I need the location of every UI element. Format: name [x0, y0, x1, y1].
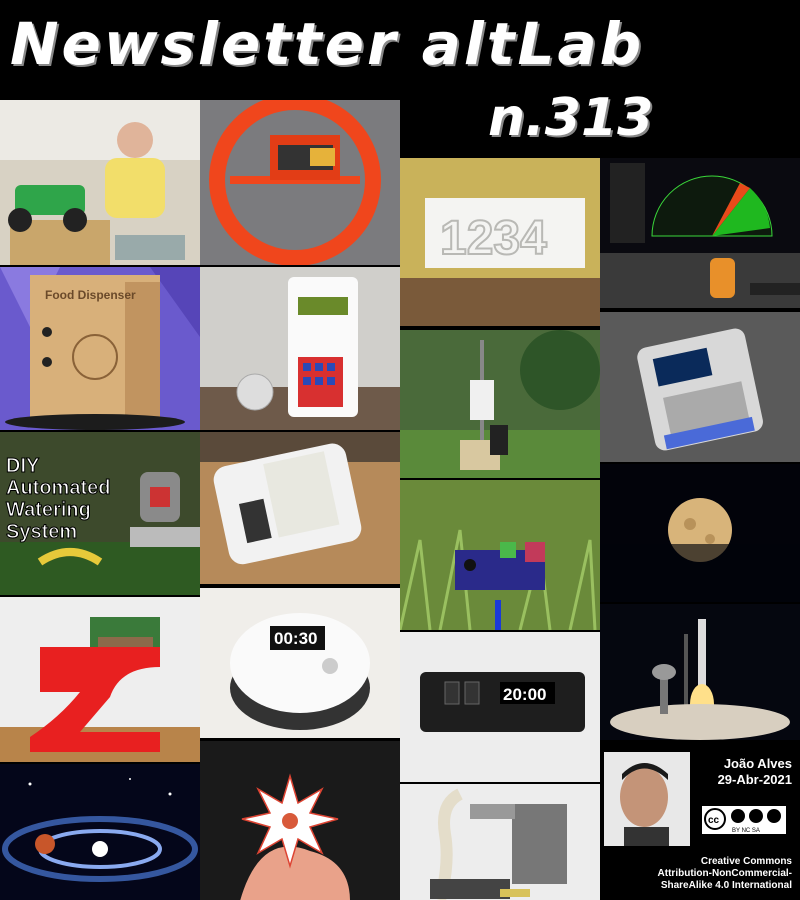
photo-black-timer-box: 20:00 [400, 632, 600, 782]
photo-food-dispenser: Food Dispenser [0, 267, 200, 430]
photo-red-planter [0, 597, 200, 762]
author-avatar [604, 752, 690, 846]
license-text: Creative Commons Attribution-NonCommerci… [604, 856, 792, 892]
photo-circuit-board-grass [400, 480, 600, 630]
photo-moon [600, 464, 800, 602]
by-icon [731, 809, 745, 823]
photo-eink-handheld [200, 432, 400, 584]
photo-orange-wheel [200, 100, 400, 265]
timer-display: 00:30 [274, 629, 317, 648]
nc-icon [749, 809, 763, 823]
photo-rc-car-man [0, 100, 200, 265]
photo-galaxy [0, 764, 200, 900]
photo-robot-arm [400, 784, 600, 900]
photo-watering-system: DIY Automated Watering System [0, 432, 200, 595]
photo-paper-star [200, 741, 400, 900]
newsletter-title: Newsletter altLab [10, 10, 645, 78]
photo-keyboard-device [600, 312, 800, 462]
photo-round-timer: 00:30 [200, 588, 400, 738]
segment-clock-digits: 1234 [440, 212, 547, 265]
issue-number: n.313 [488, 88, 654, 148]
food-dispenser-label: Food Dispenser [45, 288, 136, 302]
author-name: João Alves [723, 756, 792, 771]
photo-weather-station [400, 330, 600, 478]
issue-date: 29-Abr-2021 [717, 772, 792, 787]
photo-keypad-lock [200, 267, 400, 430]
watering-title-line4: System [6, 521, 77, 543]
license-line3: ShareAlike 4.0 International [660, 880, 792, 891]
watering-title-line1: DIY [6, 455, 40, 477]
author-block: João Alves 29-Abr-2021 [700, 756, 792, 788]
photo-seven-segment-clock: 1234 [400, 158, 600, 326]
license-line2: Attribution-NonCommercial- [657, 868, 792, 879]
cc-license-badge[interactable]: cc BY NC SA [700, 804, 788, 836]
license-line1: Creative Commons [700, 856, 792, 867]
svg-text:cc: cc [708, 815, 720, 826]
cc-badge-text: BY NC SA [732, 828, 760, 834]
box-timer-display: 20:00 [503, 685, 546, 704]
photo-radar-screen [600, 158, 800, 308]
watering-title-line2: Automated [6, 477, 110, 499]
watering-title-line3: Watering [6, 499, 91, 521]
cc-icon [704, 808, 726, 830]
photo-rocket-launch [600, 604, 800, 740]
sa-icon [767, 809, 781, 823]
